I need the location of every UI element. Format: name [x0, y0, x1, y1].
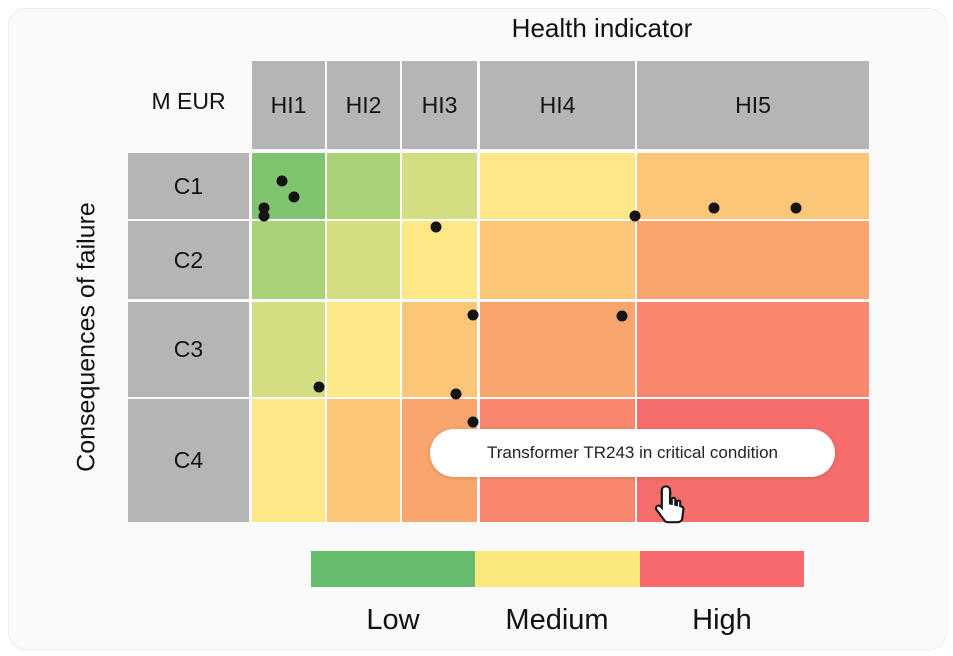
- tooltip-text: Transformer TR243 in critical condition: [486, 443, 778, 462]
- transformer-point[interactable]: [616, 310, 628, 322]
- legend-swatch-medium: [475, 551, 640, 587]
- legend-swatch-high: [640, 551, 804, 587]
- transformer-point[interactable]: [467, 416, 479, 428]
- matrix-cell-c1-hi2[interactable]: [327, 153, 400, 219]
- transformer-point[interactable]: [258, 210, 270, 222]
- matrix-cell-c3-hi4[interactable]: [480, 302, 635, 397]
- transformer-point[interactable]: [430, 221, 442, 233]
- y-axis-title: Consequences of failure: [72, 202, 101, 472]
- row-header-c1: C1: [128, 153, 249, 219]
- transformer-point[interactable]: [258, 202, 270, 214]
- transformer-point[interactable]: [288, 191, 300, 203]
- legend-label-low: Low: [366, 604, 420, 636]
- matrix-cell-c4-hi1[interactable]: [252, 399, 325, 522]
- column-header-hi2: HI2: [327, 61, 400, 149]
- legend-label-high: High: [692, 604, 752, 636]
- transformer-point[interactable]: [708, 202, 720, 214]
- transformer-point[interactable]: [790, 202, 802, 214]
- legend-swatch-low: [311, 551, 475, 587]
- row-header-c2: C2: [128, 221, 249, 299]
- column-header-hi4: HI4: [480, 61, 635, 149]
- matrix-cell-c1-hi3[interactable]: [402, 153, 477, 219]
- matrix-cell-c3-hi2[interactable]: [327, 302, 400, 397]
- matrix-cell-c3-hi1[interactable]: [252, 302, 325, 397]
- transformer-point[interactable]: [276, 175, 288, 187]
- matrix-cell-c1-hi5[interactable]: [637, 153, 869, 219]
- matrix-cell-c3-hi5[interactable]: [637, 302, 869, 397]
- row-header-c4: C4: [128, 399, 249, 522]
- matrix-cell-c1-hi4[interactable]: [480, 153, 635, 219]
- matrix-cell-c2-hi5[interactable]: [637, 221, 869, 299]
- tooltip: Transformer TR243 in critical condition: [430, 429, 835, 477]
- legend-label-medium: Medium: [505, 604, 609, 636]
- transformer-point[interactable]: [313, 381, 325, 393]
- chart-title: Health indicator: [511, 13, 693, 43]
- matrix-cell-c2-hi2[interactable]: [327, 221, 400, 299]
- column-header-hi3: HI3: [402, 61, 477, 149]
- column-header-hi5: HI5: [637, 61, 869, 149]
- matrix-cell-c4-hi2[interactable]: [327, 399, 400, 522]
- matrix-cell-c3-hi3[interactable]: [402, 302, 477, 397]
- matrix-cell-c2-hi3[interactable]: [402, 221, 477, 299]
- matrix-cell-c2-hi1[interactable]: [252, 221, 325, 299]
- hand-cursor-icon: [654, 485, 685, 524]
- row-header-c3: C3: [128, 302, 249, 397]
- matrix-cell-c2-hi4[interactable]: [480, 221, 635, 299]
- transformer-point[interactable]: [467, 309, 479, 321]
- unit-label: M EUR: [151, 88, 226, 114]
- transformer-point[interactable]: [450, 388, 462, 400]
- transformer-point[interactable]: [629, 210, 641, 222]
- column-header-hi1: HI1: [252, 61, 325, 149]
